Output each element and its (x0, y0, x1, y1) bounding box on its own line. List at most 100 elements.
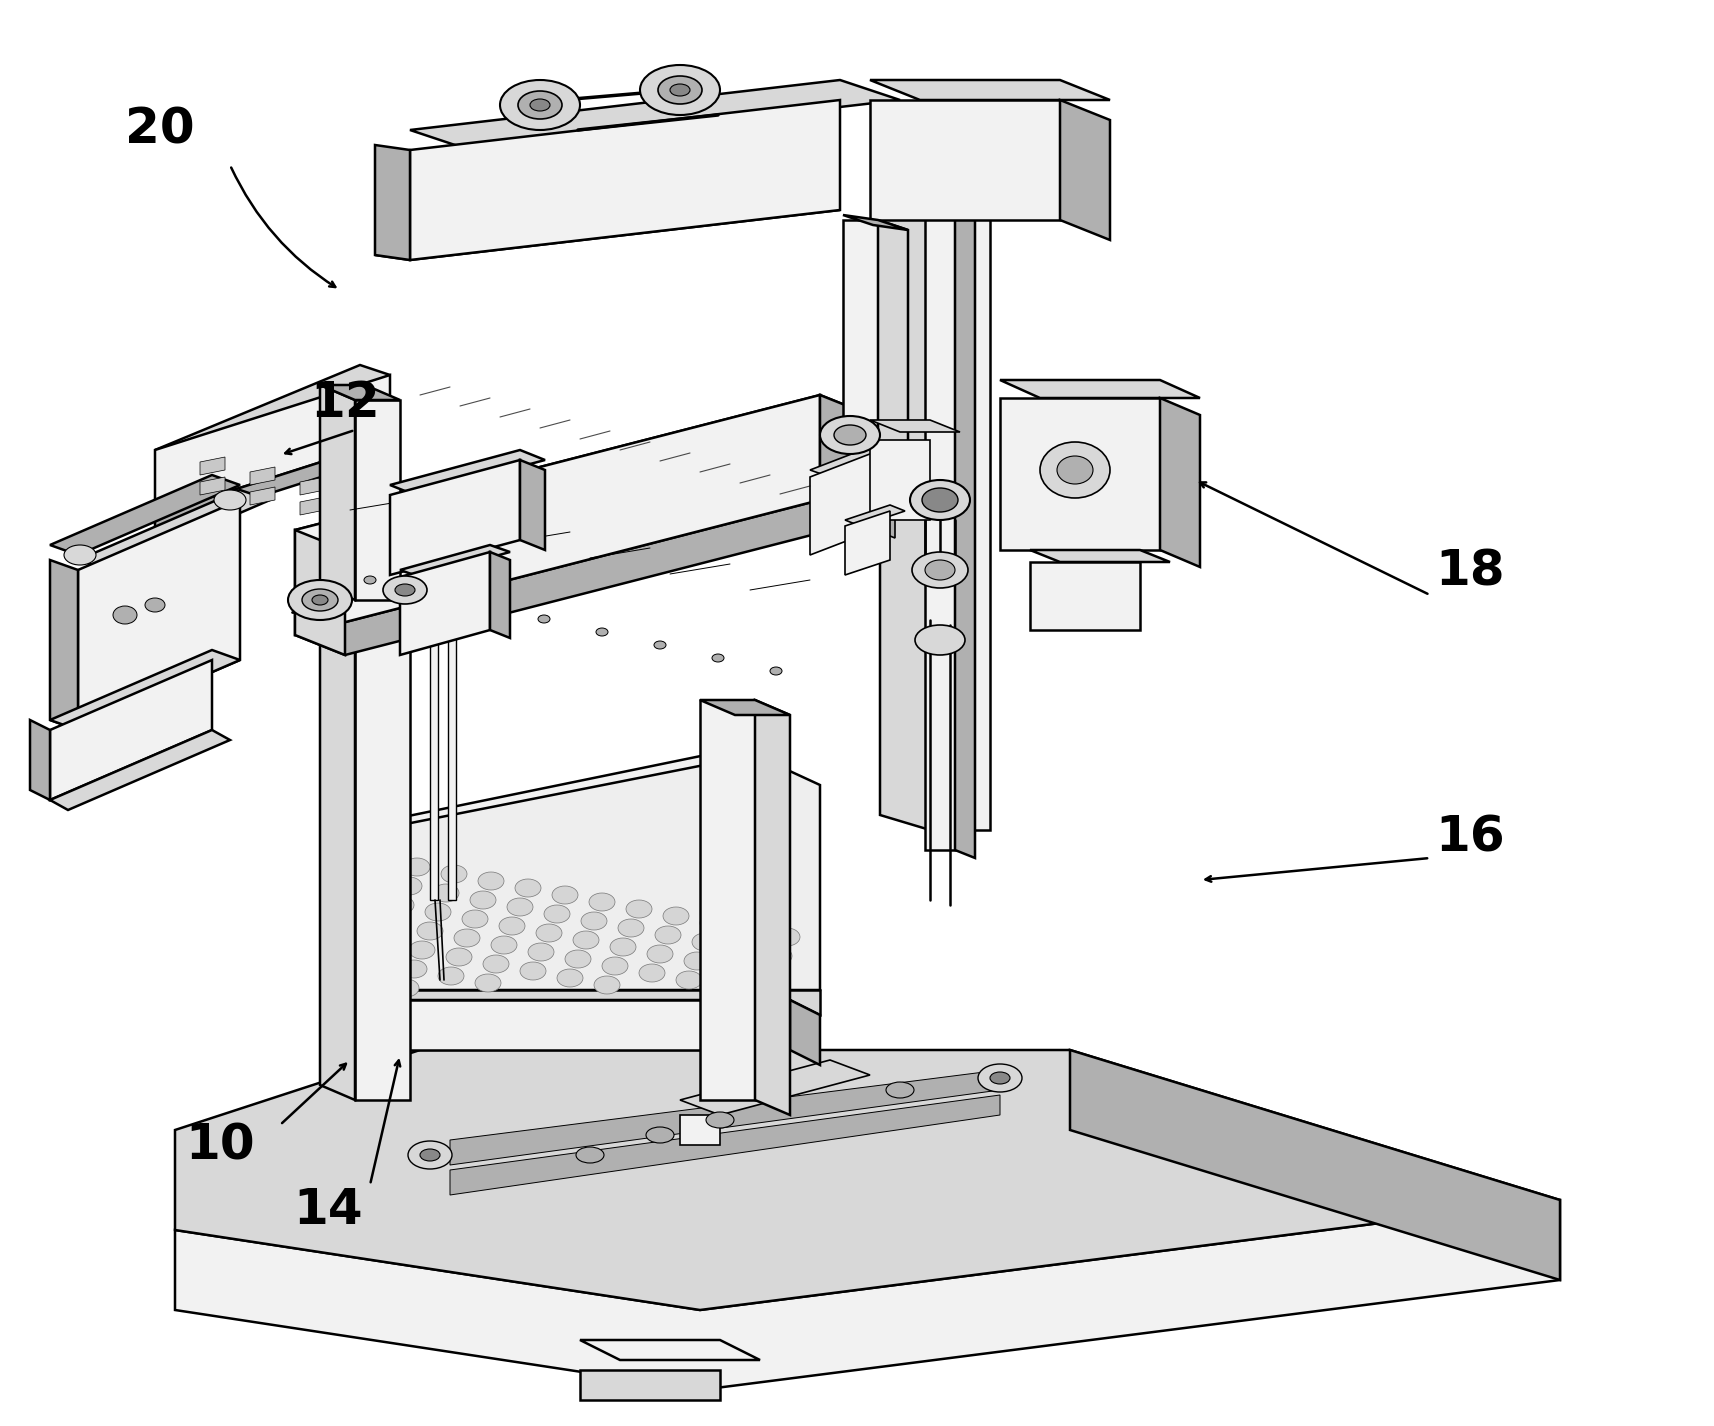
Ellipse shape (363, 953, 389, 971)
Ellipse shape (514, 878, 540, 897)
Polygon shape (1030, 562, 1140, 630)
Ellipse shape (684, 953, 710, 970)
Polygon shape (809, 445, 895, 478)
Ellipse shape (720, 960, 747, 977)
Ellipse shape (766, 947, 792, 965)
Ellipse shape (646, 945, 672, 963)
Ellipse shape (588, 893, 615, 911)
Ellipse shape (382, 576, 427, 605)
Polygon shape (790, 1000, 819, 1065)
Polygon shape (1159, 398, 1200, 568)
Ellipse shape (581, 913, 607, 930)
Polygon shape (869, 80, 1109, 100)
Ellipse shape (915, 625, 965, 655)
Polygon shape (680, 1060, 869, 1115)
Ellipse shape (602, 957, 627, 975)
Polygon shape (250, 466, 274, 485)
Ellipse shape (408, 1141, 452, 1169)
Ellipse shape (475, 974, 500, 992)
Ellipse shape (833, 425, 866, 445)
Polygon shape (929, 120, 989, 830)
Polygon shape (579, 1370, 720, 1400)
Ellipse shape (393, 980, 418, 997)
Polygon shape (321, 1000, 819, 1015)
Ellipse shape (655, 925, 680, 944)
Polygon shape (410, 100, 840, 260)
Polygon shape (154, 375, 389, 515)
Ellipse shape (417, 923, 442, 940)
Ellipse shape (706, 1112, 734, 1128)
Polygon shape (321, 580, 410, 595)
Text: 18: 18 (1435, 548, 1503, 596)
Ellipse shape (552, 886, 578, 904)
Ellipse shape (596, 627, 608, 636)
Ellipse shape (663, 907, 689, 925)
Polygon shape (699, 700, 790, 714)
Ellipse shape (432, 884, 459, 903)
Polygon shape (375, 145, 410, 260)
Ellipse shape (372, 934, 398, 953)
Ellipse shape (343, 908, 369, 925)
Polygon shape (389, 461, 519, 575)
Ellipse shape (737, 921, 763, 938)
Polygon shape (878, 220, 907, 461)
Ellipse shape (518, 91, 562, 118)
Ellipse shape (401, 960, 427, 978)
Polygon shape (449, 1070, 999, 1165)
Ellipse shape (711, 655, 723, 662)
Ellipse shape (557, 970, 583, 987)
Ellipse shape (500, 80, 579, 130)
Ellipse shape (214, 491, 245, 511)
Ellipse shape (819, 416, 879, 453)
Ellipse shape (357, 973, 382, 990)
Polygon shape (430, 630, 437, 900)
Polygon shape (399, 552, 490, 655)
Ellipse shape (394, 585, 415, 596)
Polygon shape (447, 630, 456, 900)
Ellipse shape (454, 928, 480, 947)
Polygon shape (350, 754, 819, 990)
Ellipse shape (420, 1149, 440, 1161)
Polygon shape (869, 100, 1059, 220)
Ellipse shape (1056, 456, 1092, 483)
Polygon shape (77, 491, 269, 570)
Polygon shape (300, 498, 326, 515)
Ellipse shape (478, 873, 504, 890)
Polygon shape (879, 106, 929, 830)
Ellipse shape (910, 481, 970, 520)
Ellipse shape (302, 589, 338, 610)
Ellipse shape (691, 933, 718, 951)
Polygon shape (699, 700, 754, 1099)
Ellipse shape (572, 931, 598, 948)
Polygon shape (50, 475, 240, 555)
Polygon shape (300, 478, 326, 495)
Polygon shape (999, 379, 1200, 398)
Polygon shape (339, 750, 799, 1000)
Polygon shape (295, 530, 345, 655)
Ellipse shape (912, 552, 967, 588)
Ellipse shape (658, 76, 701, 104)
Polygon shape (295, 501, 869, 655)
Polygon shape (1030, 550, 1169, 562)
Ellipse shape (626, 900, 651, 918)
Ellipse shape (646, 1127, 674, 1144)
Text: 14: 14 (293, 1186, 363, 1233)
Ellipse shape (387, 896, 413, 914)
Polygon shape (355, 401, 399, 600)
Ellipse shape (381, 915, 406, 933)
Ellipse shape (425, 903, 451, 921)
Polygon shape (845, 511, 890, 575)
Ellipse shape (653, 642, 665, 649)
Ellipse shape (977, 1064, 1022, 1092)
Ellipse shape (490, 935, 516, 954)
Ellipse shape (470, 891, 495, 908)
Polygon shape (1070, 1050, 1560, 1281)
Polygon shape (809, 452, 874, 555)
Ellipse shape (610, 938, 636, 955)
Ellipse shape (773, 928, 799, 945)
Polygon shape (754, 700, 790, 1115)
Ellipse shape (63, 545, 96, 565)
Polygon shape (680, 1115, 720, 1145)
Ellipse shape (405, 858, 430, 876)
Polygon shape (295, 395, 819, 635)
